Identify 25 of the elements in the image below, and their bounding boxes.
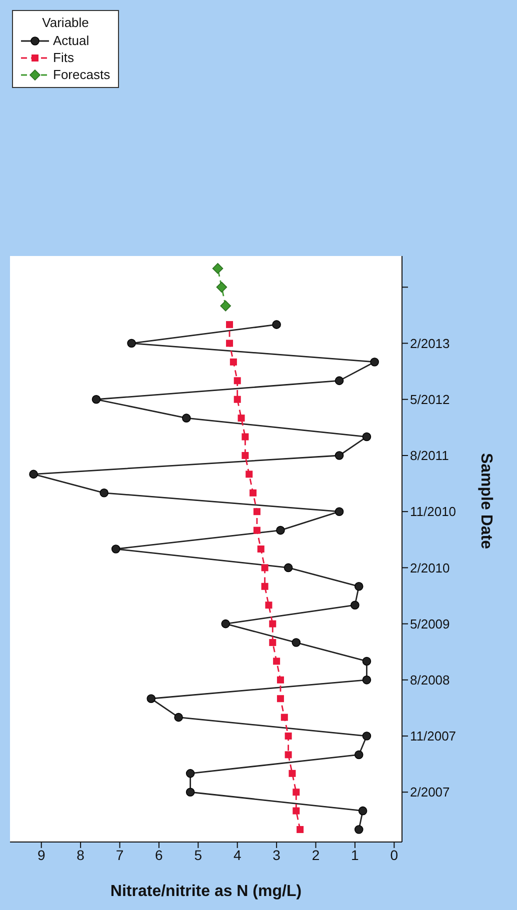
x-tick-label: 0 [390, 846, 398, 863]
x-tick-label: 6 [155, 846, 164, 863]
x-tick-label: 7 [116, 846, 124, 863]
y-tick-label: 11/2010 [410, 504, 456, 520]
x-axis-title: Nitrate/nitrite as N (mg/L) [110, 883, 302, 900]
y-axis-title: Sample Date [477, 452, 494, 550]
y-tick-label: 5/2009 [410, 616, 450, 632]
y-tick-label: 2/2013 [410, 336, 450, 351]
legend-label: Actual [53, 32, 90, 49]
legend-title: Variable [41, 15, 90, 30]
x-tick-label: 8 [76, 846, 85, 863]
x-tick-label: 5 [194, 846, 202, 863]
x-tick-label: 2 [312, 846, 320, 863]
x-tick-label: 4 [233, 846, 242, 863]
y-tick-label: 2/2007 [410, 784, 450, 800]
x-tick-label: 9 [37, 846, 46, 863]
y-tick-label: 2/2010 [410, 560, 450, 576]
y-tick-label: 11/2007 [410, 728, 456, 744]
y-tick-label: 5/2012 [410, 392, 450, 407]
legend-label: Fits [53, 49, 74, 66]
y-tick-label: 8/2011 [410, 448, 449, 464]
x-tick-label: 3 [272, 846, 281, 863]
legend-label: Forecasts [53, 66, 110, 83]
y-tick-label: 8/2008 [410, 672, 450, 688]
x-tick-label: 1 [351, 846, 360, 863]
